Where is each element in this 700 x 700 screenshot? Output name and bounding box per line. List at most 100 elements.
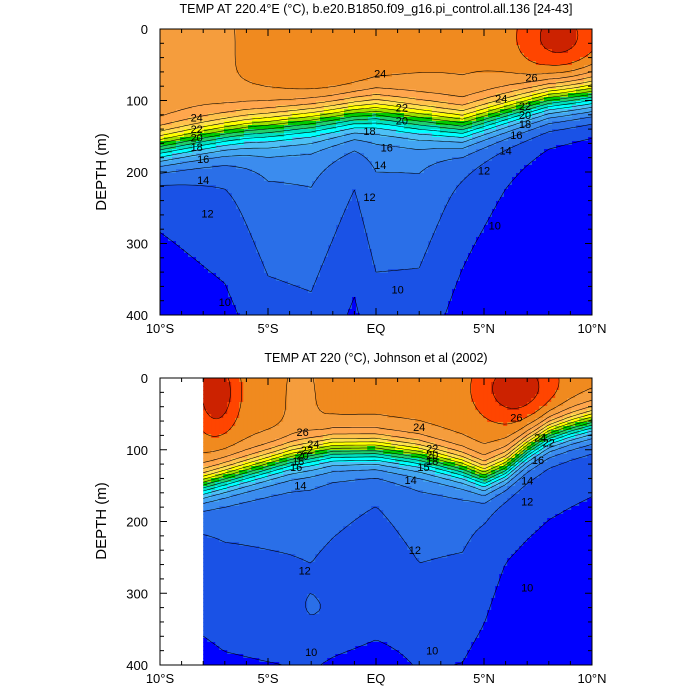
contour-fill-cell	[504, 109, 509, 114]
contour-fill-cell	[268, 33, 273, 38]
contour-fill-cell	[568, 157, 573, 162]
contour-fill-cell	[588, 73, 592, 78]
contour-fill-cell	[300, 49, 305, 54]
contour-fill-cell	[444, 165, 449, 170]
contour-fill-cell	[432, 93, 437, 98]
contour-fill-cell	[212, 93, 217, 98]
contour-fill-cell	[188, 201, 193, 206]
contour-fill-cell	[224, 193, 229, 198]
contour-fill-cell	[304, 113, 309, 118]
contour-fill-cell	[296, 165, 301, 170]
contour-fill-cell	[360, 125, 365, 130]
contour-fill-cell	[292, 165, 297, 170]
contour-fill-cell	[212, 157, 217, 162]
contour-fill-cell	[272, 65, 277, 70]
contour-fill-cell	[336, 201, 341, 206]
contour-fill-cell	[536, 181, 541, 186]
contour-fill-cell	[576, 77, 581, 82]
contour-fill-cell	[408, 49, 413, 54]
contour-fill-cell	[508, 197, 513, 202]
contour-fill-cell	[240, 57, 245, 62]
contour-fill-cell	[512, 153, 517, 158]
contour-fill-cell	[480, 173, 485, 178]
contour-fill-cell	[296, 125, 301, 130]
contour-fill-cell	[276, 209, 281, 214]
contour-fill-cell	[480, 105, 485, 110]
contour-fill-cell	[232, 57, 237, 62]
contour-fill-cell	[568, 205, 573, 210]
contour-fill-cell	[496, 81, 501, 86]
contour-fill-cell	[468, 209, 473, 214]
contour-fill-cell	[456, 165, 461, 170]
contour-fill-cell	[188, 97, 193, 102]
contour-fill-cell	[396, 117, 401, 122]
contour-fill-cell	[244, 133, 249, 138]
contour-fill-cell	[424, 117, 429, 122]
contour-fill-cell	[420, 41, 425, 46]
contour-fill-cell	[328, 41, 333, 46]
contour-fill-cell	[244, 57, 249, 62]
contour-fill-cell	[220, 169, 225, 174]
contour-fill-cell	[236, 197, 241, 202]
contour-fill-cell	[300, 129, 305, 134]
contour-fill-cell	[284, 137, 289, 142]
contour-fill-cell	[192, 197, 197, 202]
contour-fill-cell	[336, 149, 341, 154]
contour-fill-cell	[524, 69, 529, 74]
contour-fill-cell	[220, 153, 225, 158]
contour-fill-cell	[428, 141, 433, 146]
contour-fill-cell	[372, 189, 377, 194]
contour-fill-cell	[280, 185, 285, 190]
contour-fill-cell	[188, 57, 193, 62]
contour-fill-cell	[336, 33, 341, 38]
contour-fill-cell	[432, 177, 437, 182]
contour-fill-cell	[516, 41, 521, 46]
contour-fill-cell	[200, 201, 205, 206]
contour-fill-cell	[468, 121, 473, 126]
contour-fill-cell	[588, 209, 592, 214]
contour-fill-cell	[500, 69, 505, 74]
contour-fill-cell	[204, 169, 209, 174]
contour-fill-cell	[168, 205, 173, 210]
contour-fill-cell	[564, 37, 569, 42]
contour-fill-cell	[376, 201, 381, 206]
contour-fill-cell	[172, 53, 177, 58]
contour-fill-cell	[268, 45, 273, 50]
contour-fill-cell	[292, 85, 297, 90]
contour-fill-cell	[392, 137, 397, 142]
contour-fill-cell	[464, 121, 469, 126]
contour-fill-cell	[304, 161, 309, 166]
contour-fill-cell	[432, 81, 437, 86]
contour-fill-cell	[556, 201, 561, 206]
contour-fill-cell	[456, 37, 461, 42]
contour-fill-cell	[580, 193, 585, 198]
contour-fill-cell	[268, 141, 273, 146]
contour-fill-cell	[384, 193, 389, 198]
contour-fill-cell	[324, 89, 329, 94]
contour-fill-cell	[300, 41, 305, 46]
contour-fill-cell	[484, 133, 489, 138]
contour-fill-cell	[540, 29, 545, 34]
contour-fill-cell	[224, 181, 229, 186]
contour-fill-cell	[348, 145, 353, 150]
contour-fill-cell	[536, 169, 541, 174]
contour-fill-cell	[308, 129, 313, 134]
contour-fill-cell	[452, 29, 457, 34]
contour-fill-cell	[588, 205, 592, 210]
contour-fill-cell	[544, 61, 549, 66]
contour-fill-cell	[244, 177, 249, 182]
contour-fill-cell	[516, 197, 521, 202]
contour-fill-cell	[188, 193, 193, 198]
contour-fill-cell	[264, 57, 269, 62]
contour-fill-cell	[284, 201, 289, 206]
contour-fill-cell	[340, 173, 345, 178]
contour-fill-cell	[424, 153, 429, 158]
contour-fill-cell	[216, 73, 221, 78]
contour-fill-cell	[432, 181, 437, 186]
contour-fill-cell	[204, 41, 209, 46]
contour-fill-cell	[168, 65, 173, 70]
contour-fill-cell	[500, 129, 505, 134]
contour-fill-cell	[280, 113, 285, 118]
contour-fill-cell	[288, 209, 293, 214]
contour-fill-cell	[500, 85, 505, 90]
